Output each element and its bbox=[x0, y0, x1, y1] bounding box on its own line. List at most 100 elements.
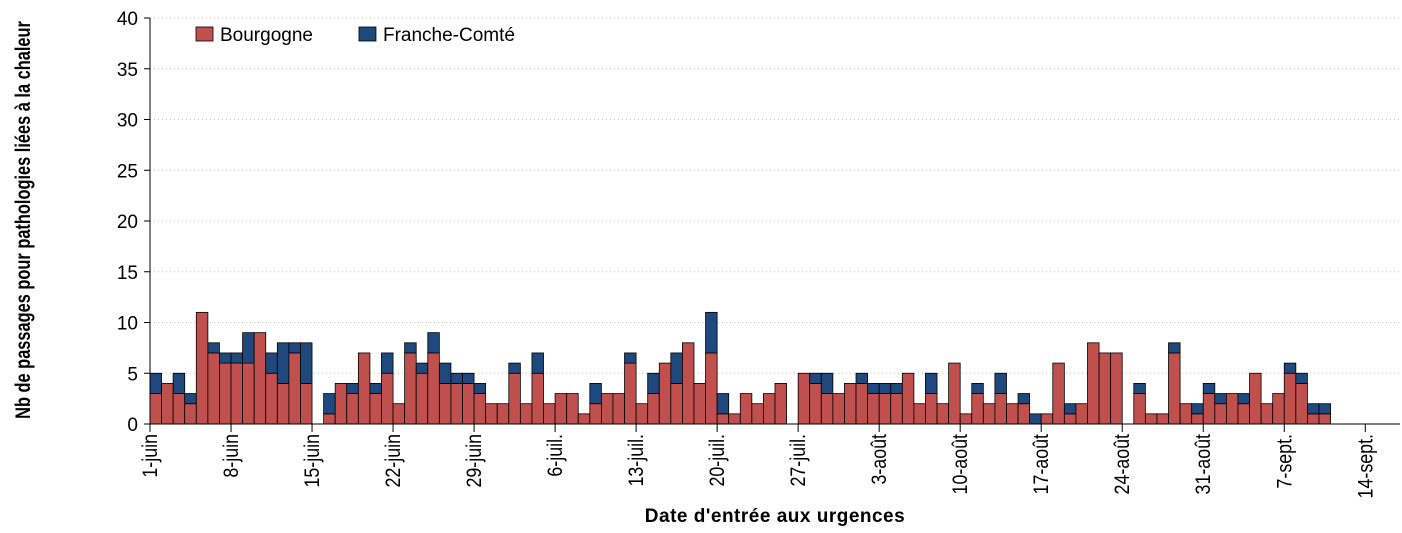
bar-segment bbox=[473, 382, 487, 394]
bar-segment bbox=[1237, 403, 1250, 425]
x-axis-title: Date d'entrée aux urgences bbox=[645, 506, 905, 527]
bar-segment bbox=[1017, 393, 1031, 405]
bar-segment bbox=[693, 382, 706, 425]
bar-segment bbox=[971, 393, 984, 425]
bar-segment bbox=[1168, 352, 1181, 425]
bar-segment bbox=[184, 393, 197, 405]
bar-segment bbox=[450, 382, 463, 425]
x-tick-label: 31-août bbox=[1192, 433, 1216, 494]
x-tick-label: 6-juil. bbox=[544, 434, 568, 477]
bar-segment bbox=[994, 393, 1007, 425]
bar-segment bbox=[1040, 413, 1054, 425]
bar-segment bbox=[1318, 413, 1331, 425]
bar-segment bbox=[820, 372, 834, 394]
bar-segment bbox=[149, 393, 162, 425]
y-tick-label: 15 bbox=[117, 263, 138, 284]
bar-segment bbox=[878, 382, 892, 394]
bar-segment bbox=[300, 342, 313, 384]
bar-segment bbox=[600, 393, 614, 425]
bar-segment bbox=[890, 382, 903, 394]
bar-segment bbox=[1272, 393, 1285, 425]
bar-segment bbox=[1214, 403, 1227, 425]
bar-segment bbox=[219, 352, 232, 364]
x-tick-label: 8-juin bbox=[220, 434, 244, 478]
bar-segment bbox=[473, 393, 487, 425]
bar-segment bbox=[323, 413, 336, 425]
bar-segment bbox=[635, 403, 649, 425]
bar-segment bbox=[1179, 403, 1193, 425]
y-axis-title: Nb de passages pour pathologies liées à … bbox=[11, 21, 34, 419]
bar-segment bbox=[624, 352, 637, 364]
bar-segment bbox=[705, 352, 718, 425]
bar-segment bbox=[357, 352, 371, 425]
bar-segment bbox=[751, 403, 764, 425]
x-tick-label: 24-août bbox=[1111, 433, 1135, 494]
bar-segment bbox=[288, 352, 301, 425]
bar-segment bbox=[959, 413, 973, 425]
bar-segment bbox=[577, 413, 591, 425]
bar-segment bbox=[207, 352, 220, 425]
bar-segment bbox=[242, 362, 255, 425]
bar-segment bbox=[890, 393, 903, 425]
bar-segment bbox=[797, 372, 811, 425]
bar-segment bbox=[508, 362, 521, 374]
bar-segment bbox=[589, 403, 602, 425]
bar-segment bbox=[276, 382, 290, 425]
bar-segment bbox=[334, 382, 348, 425]
bar-segment bbox=[670, 382, 683, 425]
bar-segment bbox=[404, 352, 417, 425]
bar-segment bbox=[716, 413, 730, 425]
bar-segment bbox=[1029, 413, 1042, 425]
bar-segment bbox=[462, 372, 475, 384]
bar-segment bbox=[728, 413, 741, 425]
x-tick-label: 3-août bbox=[868, 433, 892, 484]
bar-segment bbox=[1237, 393, 1250, 405]
y-tick-label: 0 bbox=[127, 415, 138, 436]
bar-segment bbox=[716, 393, 730, 415]
bar-segment bbox=[172, 372, 186, 394]
y-tick-label: 35 bbox=[117, 60, 138, 81]
bar-segment bbox=[1283, 362, 1297, 374]
legend-label: Bourgogne bbox=[220, 25, 313, 46]
bar-segment bbox=[705, 311, 718, 354]
legend-label: Franche-Comté bbox=[383, 25, 515, 46]
bar-segment bbox=[925, 372, 938, 394]
bar-segment bbox=[207, 342, 220, 354]
bar-segment bbox=[381, 352, 394, 374]
bar-segment bbox=[647, 393, 660, 425]
bar-segment bbox=[381, 372, 394, 425]
bar-segment bbox=[543, 403, 556, 425]
bar-segment bbox=[1214, 393, 1227, 405]
y-tick-label: 25 bbox=[117, 161, 138, 182]
legend-swatch bbox=[195, 26, 214, 42]
bar-segment bbox=[1225, 393, 1239, 425]
bar-segment bbox=[589, 382, 602, 405]
bar-segment bbox=[369, 393, 382, 425]
bar-segment bbox=[172, 393, 186, 425]
bar-segment bbox=[1006, 403, 1019, 425]
x-tick-label: 29-juin bbox=[463, 434, 487, 488]
bar-segment bbox=[485, 403, 498, 425]
bar-segment bbox=[994, 372, 1007, 394]
bar-segment bbox=[427, 332, 440, 354]
bar-segment bbox=[1063, 413, 1077, 425]
bar-segment bbox=[346, 382, 359, 394]
bar-segment bbox=[415, 372, 429, 425]
bar-segment bbox=[300, 382, 313, 425]
bar-segment bbox=[1295, 372, 1308, 384]
y-tick-label: 40 bbox=[117, 9, 138, 30]
bar-segment bbox=[265, 372, 278, 425]
y-tick-label: 10 bbox=[117, 314, 138, 335]
bar-segment bbox=[1260, 403, 1274, 425]
bar-segment bbox=[936, 403, 950, 425]
bar-segment bbox=[855, 382, 868, 425]
bar-segment bbox=[496, 403, 510, 425]
bar-segment bbox=[404, 342, 417, 354]
bar-segment bbox=[1202, 382, 1216, 394]
bar-segment bbox=[415, 362, 429, 374]
bar-segment bbox=[820, 393, 834, 425]
x-tick-label: 14-sept. bbox=[1354, 434, 1378, 498]
bar-segment bbox=[184, 403, 197, 425]
bar-segment bbox=[739, 393, 753, 425]
